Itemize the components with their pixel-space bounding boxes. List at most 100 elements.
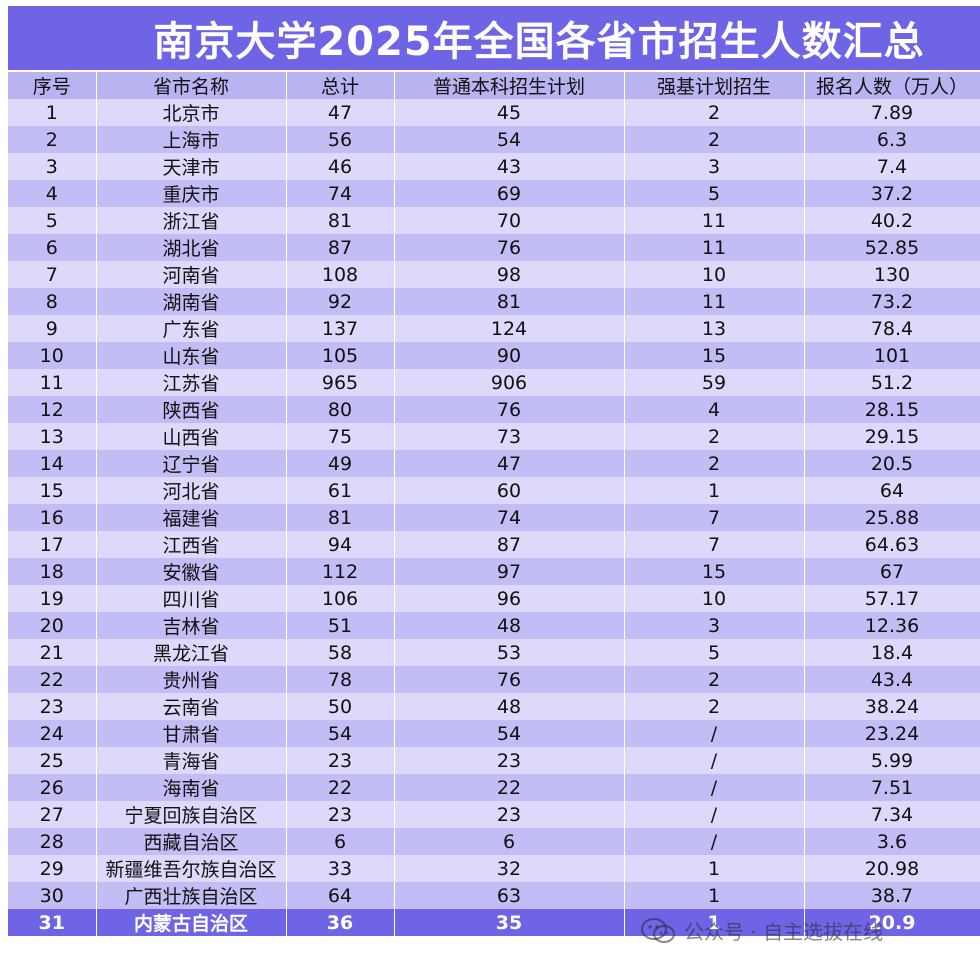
cell-province: 河北省 bbox=[96, 477, 287, 504]
cell-total: 33 bbox=[286, 855, 395, 882]
cell-strong-base-plan: 1 bbox=[624, 882, 805, 909]
watermark: 公众号 · 自主选拔在线 bbox=[640, 916, 883, 945]
cell-regular-plan: 54 bbox=[394, 720, 625, 747]
cell-index: 4 bbox=[8, 180, 97, 207]
table-row: 19 四川省 106 96 10 57.17 bbox=[8, 585, 980, 612]
cell-province: 天津市 bbox=[96, 153, 287, 180]
cell-index: 1 bbox=[8, 99, 97, 126]
cell-regular-plan: 47 bbox=[394, 450, 625, 477]
table-row: 29 新疆维吾尔族自治区 33 32 1 20.98 bbox=[8, 855, 980, 882]
cell-regular-plan: 43 bbox=[394, 153, 625, 180]
cell-index: 20 bbox=[8, 612, 97, 639]
cell-total: 106 bbox=[286, 585, 395, 612]
cell-province: 北京市 bbox=[96, 99, 287, 126]
cell-index: 15 bbox=[8, 477, 97, 504]
cell-regular-plan: 63 bbox=[394, 882, 625, 909]
cell-regular-plan: 76 bbox=[394, 396, 625, 423]
cell-regular-plan: 53 bbox=[394, 639, 625, 666]
cell-regular-plan: 124 bbox=[394, 315, 625, 342]
column-header-total: 总计 bbox=[286, 72, 395, 99]
table-row: 9 广东省 137 124 13 78.4 bbox=[8, 315, 980, 342]
cell-index: 17 bbox=[8, 531, 97, 558]
cell-province: 宁夏回族自治区 bbox=[96, 801, 287, 828]
cell-strong-base-plan: / bbox=[624, 774, 805, 801]
cell-strong-base-plan: 59 bbox=[624, 369, 805, 396]
cell-province: 黑龙江省 bbox=[96, 639, 287, 666]
table-row: 27 宁夏回族自治区 23 23/7.34 bbox=[8, 801, 980, 828]
cell-total: 80 bbox=[286, 396, 395, 423]
cell-regular-plan: 90 bbox=[394, 342, 625, 369]
cell-index: 13 bbox=[8, 423, 97, 450]
table-row: 17 江西省 94 87 7 64.63 bbox=[8, 531, 980, 558]
cell-total: 49 bbox=[286, 450, 395, 477]
cell-applicants: 6.3 bbox=[804, 126, 980, 153]
cell-applicants: 28.15 bbox=[804, 396, 980, 423]
cell-total: 112 bbox=[286, 558, 395, 585]
table-row: 3 天津市 46 43 3 7.4 bbox=[8, 153, 980, 180]
table-row: 13 山西省 75 73 2 29.15 bbox=[8, 423, 980, 450]
cell-province: 上海市 bbox=[96, 126, 287, 153]
cell-index: 12 bbox=[8, 396, 97, 423]
cell-total: 50 bbox=[286, 693, 395, 720]
table-row: 7 河南省 108 98 10 130 bbox=[8, 261, 980, 288]
table-row: 24 甘肃省 54 54/23.24 bbox=[8, 720, 980, 747]
cell-total: 87 bbox=[286, 234, 395, 261]
cell-strong-base-plan: 2 bbox=[624, 666, 805, 693]
cell-applicants: 64 bbox=[804, 477, 980, 504]
cell-total: 22 bbox=[286, 774, 395, 801]
cell-strong-base-plan: 1 bbox=[624, 909, 805, 936]
cell-regular-plan: 32 bbox=[394, 855, 625, 882]
cell-index: 11 bbox=[8, 369, 97, 396]
cell-index: 2 bbox=[8, 126, 97, 153]
cell-applicants: 64.63 bbox=[804, 531, 980, 558]
cell-total: 47 bbox=[286, 99, 395, 126]
cell-index: 24 bbox=[8, 720, 97, 747]
cell-regular-plan: 87 bbox=[394, 531, 625, 558]
table-row: 14 辽宁省 49 47 2 20.5 bbox=[8, 450, 980, 477]
cell-province: 辽宁省 bbox=[96, 450, 287, 477]
cell-strong-base-plan: 15 bbox=[624, 558, 805, 585]
cell-index: 14 bbox=[8, 450, 97, 477]
cell-total: 74 bbox=[286, 180, 395, 207]
cell-applicants: 38.7 bbox=[804, 882, 980, 909]
cell-applicants: 20.5 bbox=[804, 450, 980, 477]
cell-index: 29 bbox=[8, 855, 97, 882]
cell-applicants: 7.4 bbox=[804, 153, 980, 180]
title-banner: 南京大学2025年全国各省市招生人数汇总 bbox=[8, 6, 980, 70]
cell-applicants: 29.15 bbox=[804, 423, 980, 450]
cell-applicants: 38.24 bbox=[804, 693, 980, 720]
cell-regular-plan: 74 bbox=[394, 504, 625, 531]
cell-applicants: 20.9 bbox=[804, 909, 980, 936]
column-header-applicants: 报名人数（万人） bbox=[804, 72, 980, 99]
table-row: 15 河北省 61 60 1 64 bbox=[8, 477, 980, 504]
table-header-row: 序号 省市名称 总计 普通本科招生计划 强基计划招生 报名人数（万人） bbox=[8, 72, 980, 99]
cell-total: 56 bbox=[286, 126, 395, 153]
column-header-province: 省市名称 bbox=[96, 72, 287, 99]
cell-province: 云南省 bbox=[96, 693, 287, 720]
cell-strong-base-plan: / bbox=[624, 801, 805, 828]
cell-province: 西藏自治区 bbox=[96, 828, 287, 855]
column-header-index: 序号 bbox=[8, 72, 97, 99]
cell-province: 湖南省 bbox=[96, 288, 287, 315]
cell-strong-base-plan: / bbox=[624, 720, 805, 747]
cell-province: 青海省 bbox=[96, 747, 287, 774]
cell-total: 51 bbox=[286, 612, 395, 639]
cell-applicants: 130 bbox=[804, 261, 980, 288]
cell-regular-plan: 69 bbox=[394, 180, 625, 207]
cell-strong-base-plan: 5 bbox=[624, 180, 805, 207]
cell-total: 105 bbox=[286, 342, 395, 369]
cell-applicants: 7.89 bbox=[804, 99, 980, 126]
table-row: 2 上海市 56 54 2 6.3 bbox=[8, 126, 980, 153]
table-body: 1 北京市 47 45 2 7.89 2 上海市 56 54 2 6.3 3 天津市 46 43 3 7.4 4 重庆… bbox=[8, 99, 980, 936]
cell-strong-base-plan: 10 bbox=[624, 585, 805, 612]
cell-province: 浙江省 bbox=[96, 207, 287, 234]
cell-total: 81 bbox=[286, 207, 395, 234]
table-row: 16 福建省 81 74 7 25.88 bbox=[8, 504, 980, 531]
cell-applicants: 7.34 bbox=[804, 801, 980, 828]
table-row: 12 陕西省 80 76 4 28.15 bbox=[8, 396, 980, 423]
table-row: 28 西藏自治区 6 6/3.6 bbox=[8, 828, 980, 855]
table-row: 30 广西壮族自治区 64 63 1 38.7 bbox=[8, 882, 980, 909]
cell-index: 19 bbox=[8, 585, 97, 612]
cell-applicants: 7.51 bbox=[804, 774, 980, 801]
cell-strong-base-plan: 3 bbox=[624, 612, 805, 639]
